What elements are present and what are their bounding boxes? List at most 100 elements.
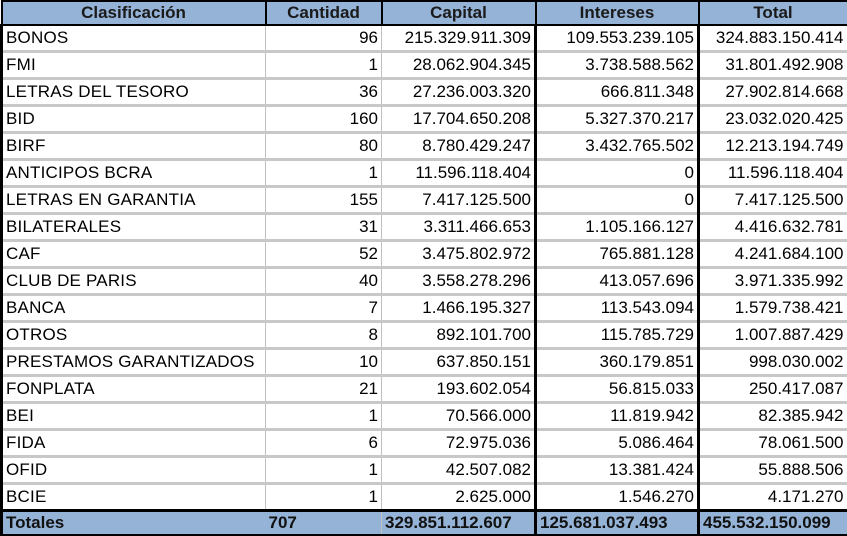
totals-intereses: 125.681.037.493	[536, 511, 699, 536]
cell-cantidad: 155	[266, 187, 382, 214]
cell-cantidad: 7	[266, 295, 382, 322]
cell-clasificacion: BEI	[2, 403, 266, 430]
cell-intereses: 0	[536, 187, 699, 214]
totals-cantidad: 707	[266, 511, 382, 536]
cell-total: 998.030.002	[699, 349, 847, 376]
header-cantidad: Cantidad	[266, 1, 382, 25]
cell-intereses: 13.381.424	[536, 457, 699, 484]
cell-intereses: 56.815.033	[536, 376, 699, 403]
cell-total: 4.241.684.100	[699, 241, 847, 268]
cell-intereses: 765.881.128	[536, 241, 699, 268]
cell-total: 27.902.814.668	[699, 79, 847, 106]
cell-capital: 1.466.195.327	[382, 295, 536, 322]
cell-cantidad: 96	[266, 25, 382, 52]
cell-intereses: 360.179.851	[536, 349, 699, 376]
cell-capital: 70.566.000	[382, 403, 536, 430]
cell-clasificacion: CAF	[2, 241, 266, 268]
cell-intereses: 115.785.729	[536, 322, 699, 349]
cell-capital: 3.311.466.653	[382, 214, 536, 241]
cell-cantidad: 52	[266, 241, 382, 268]
cell-capital: 215.329.911.309	[382, 25, 536, 52]
header-capital: Capital	[382, 1, 536, 25]
cell-intereses: 0	[536, 160, 699, 187]
cell-total: 7.417.125.500	[699, 187, 847, 214]
cell-intereses: 3.738.588.562	[536, 52, 699, 79]
cell-capital: 7.417.125.500	[382, 187, 536, 214]
cell-capital: 27.236.003.320	[382, 79, 536, 106]
cell-clasificacion: ANTICIPOS BCRA	[2, 160, 266, 187]
cell-intereses: 113.543.094	[536, 295, 699, 322]
cell-cantidad: 1	[266, 457, 382, 484]
table-header: Clasificación Cantidad Capital Intereses…	[2, 1, 847, 25]
cell-capital: 193.602.054	[382, 376, 536, 403]
header-clasificacion: Clasificación	[2, 1, 266, 25]
cell-intereses: 109.553.239.105	[536, 25, 699, 52]
cell-cantidad: 1	[266, 484, 382, 511]
cell-capital: 2.625.000	[382, 484, 536, 511]
cell-intereses: 413.057.696	[536, 268, 699, 295]
cell-clasificacion: BIRF	[2, 133, 266, 160]
header-intereses: Intereses	[536, 1, 699, 25]
cell-capital: 3.558.278.296	[382, 268, 536, 295]
cell-capital: 637.850.151	[382, 349, 536, 376]
header-row: Clasificación Cantidad Capital Intereses…	[2, 1, 847, 25]
cell-cantidad: 1	[266, 403, 382, 430]
cell-cantidad: 21	[266, 376, 382, 403]
cell-capital: 892.101.700	[382, 322, 536, 349]
cell-cantidad: 1	[266, 160, 382, 187]
cell-clasificacion: PRESTAMOS GARANTIZADOS	[2, 349, 266, 376]
cell-total: 11.596.118.404	[699, 160, 847, 187]
cell-total: 250.417.087	[699, 376, 847, 403]
cell-cantidad: 80	[266, 133, 382, 160]
cell-capital: 72.975.036	[382, 430, 536, 457]
cell-total: 78.061.500	[699, 430, 847, 457]
cell-total: 324.883.150.414	[699, 25, 847, 52]
cell-total: 82.385.942	[699, 403, 847, 430]
cell-intereses: 666.811.348	[536, 79, 699, 106]
cell-cantidad: 160	[266, 106, 382, 133]
cell-total: 55.888.506	[699, 457, 847, 484]
cell-cantidad: 40	[266, 268, 382, 295]
cell-intereses: 11.819.942	[536, 403, 699, 430]
cell-clasificacion: FMI	[2, 52, 266, 79]
cell-capital: 17.704.650.208	[382, 106, 536, 133]
totals-row: Totales 707 329.851.112.607 125.681.037.…	[2, 511, 847, 536]
cell-cantidad: 31	[266, 214, 382, 241]
cell-total: 12.213.194.749	[699, 133, 847, 160]
cell-total: 23.032.020.425	[699, 106, 847, 133]
cell-capital: 42.507.082	[382, 457, 536, 484]
cell-capital: 3.475.802.972	[382, 241, 536, 268]
cell-cantidad: 1	[266, 52, 382, 79]
cell-total: 1.579.738.421	[699, 295, 847, 322]
cell-clasificacion: OFID	[2, 457, 266, 484]
cell-total: 1.007.887.429	[699, 322, 847, 349]
table-footer: Totales 707 329.851.112.607 125.681.037.…	[2, 511, 847, 536]
cell-capital: 8.780.429.247	[382, 133, 536, 160]
cell-clasificacion: CLUB DE PARIS	[2, 268, 266, 295]
cell-cantidad: 6	[266, 430, 382, 457]
totals-capital: 329.851.112.607	[382, 511, 536, 536]
cell-cantidad: 8	[266, 322, 382, 349]
cell-intereses: 5.327.370.217	[536, 106, 699, 133]
cell-intereses: 5.086.464	[536, 430, 699, 457]
cell-total: 4.171.270	[699, 484, 847, 511]
totals-total: 455.532.150.099	[699, 511, 847, 536]
cell-total: 31.801.492.908	[699, 52, 847, 79]
header-total: Total	[699, 1, 847, 25]
cell-clasificacion: BONOS	[2, 25, 266, 52]
cell-clasificacion: LETRAS DEL TESORO	[2, 79, 266, 106]
cell-clasificacion: BID	[2, 106, 266, 133]
